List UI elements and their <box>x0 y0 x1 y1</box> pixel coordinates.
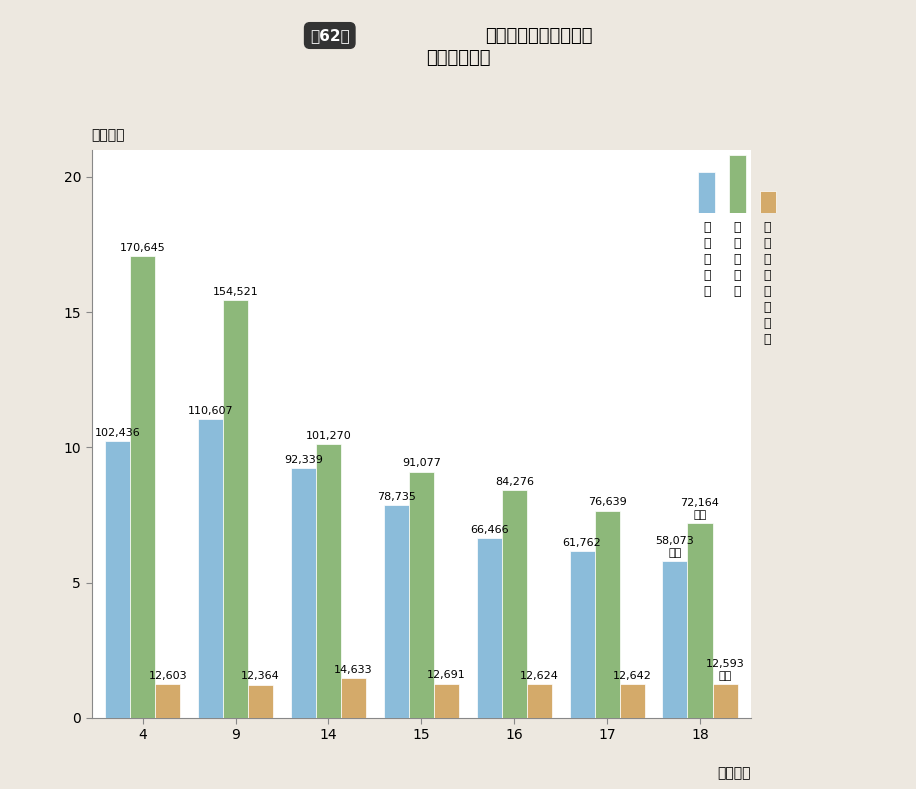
Bar <box>688 523 713 718</box>
Bar <box>476 538 502 718</box>
Text: 72,164
億円: 72,164 億円 <box>681 498 719 519</box>
Text: 102,436: 102,436 <box>94 428 140 438</box>
Text: 12,691: 12,691 <box>427 671 466 680</box>
Text: 補
助
事
業
費: 補 助 事 業 費 <box>703 221 711 298</box>
Bar <box>434 683 459 718</box>
Text: 92,339: 92,339 <box>284 455 322 465</box>
Bar <box>198 419 223 718</box>
Bar <box>223 300 248 718</box>
Bar <box>620 684 645 718</box>
Bar <box>409 472 434 718</box>
Bar <box>130 256 155 718</box>
Bar <box>341 679 366 718</box>
Bar <box>291 468 316 718</box>
Text: 76,639: 76,639 <box>588 497 627 507</box>
Bar <box>729 155 746 213</box>
Text: 12,593
億円: 12,593 億円 <box>705 659 745 681</box>
Text: 国
直
轄
事
業
負
担
金: 国 直 轄 事 業 負 担 金 <box>764 221 771 346</box>
Text: （兆円）: （兆円） <box>92 128 125 142</box>
Text: 14,633: 14,633 <box>334 665 373 675</box>
Text: 91,077: 91,077 <box>402 458 441 469</box>
Text: 101,270: 101,270 <box>306 431 352 441</box>
Bar <box>527 684 551 718</box>
Bar <box>502 490 527 718</box>
Bar <box>594 510 620 718</box>
Bar <box>248 685 273 718</box>
Bar <box>662 561 688 718</box>
Text: 78,735: 78,735 <box>376 492 416 502</box>
Text: 110,607: 110,607 <box>188 406 234 416</box>
Text: 12,364: 12,364 <box>241 671 280 681</box>
Text: 12,642: 12,642 <box>613 671 651 681</box>
Text: 58,073
億円: 58,073 億円 <box>656 536 694 558</box>
Text: 12,603: 12,603 <box>148 671 187 681</box>
Bar <box>105 441 130 718</box>
Text: 154,521: 154,521 <box>213 286 258 297</box>
Bar <box>155 684 180 718</box>
Text: 単
独
事
業
費: 単 独 事 業 費 <box>734 221 741 298</box>
Bar <box>570 551 594 718</box>
Text: 170,645: 170,645 <box>120 243 166 253</box>
Bar <box>759 191 776 213</box>
Text: 12,624: 12,624 <box>520 671 559 681</box>
Text: 84,276: 84,276 <box>495 477 534 487</box>
Bar <box>698 172 715 213</box>
Bar <box>384 505 409 718</box>
Text: 66,466: 66,466 <box>470 525 508 535</box>
Bar <box>713 684 737 718</box>
Bar <box>316 444 341 718</box>
Text: 61,762: 61,762 <box>562 537 602 548</box>
Text: 普通建設事業費の推移: 普通建設事業費の推移 <box>485 27 593 44</box>
Text: 第62図: 第62図 <box>310 28 350 43</box>
Text: その１　純計: その１ 純計 <box>426 49 490 66</box>
Text: （年度）: （年度） <box>717 767 751 780</box>
